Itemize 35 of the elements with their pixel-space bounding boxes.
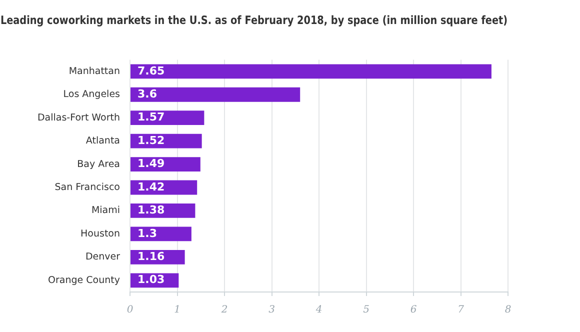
x-tick-label: 4 bbox=[314, 304, 322, 316]
data-label: 1.57 bbox=[138, 110, 165, 124]
y-tick-label: Los Angeles bbox=[63, 89, 120, 100]
y-tick-label: Bay Area bbox=[77, 158, 120, 170]
data-label: 1.16 bbox=[138, 250, 165, 264]
bar bbox=[130, 134, 202, 148]
y-tick-label: Dallas-Fort Worth bbox=[37, 112, 120, 124]
y-tick-label: Houston bbox=[80, 228, 120, 240]
data-label: 1.42 bbox=[138, 180, 165, 194]
data-label: 7.65 bbox=[138, 64, 165, 78]
data-label: 1.52 bbox=[138, 134, 165, 147]
x-tick-label: 5 bbox=[363, 304, 370, 316]
y-tick-label: Miami bbox=[91, 205, 120, 216]
chart-title: Leading coworking markets in the U.S. as of February 2018, by space (in million square feet) bbox=[0, 13, 508, 28]
x-tick-label: 1 bbox=[174, 304, 180, 316]
x-tick-label: 2 bbox=[220, 304, 228, 316]
bar bbox=[130, 157, 200, 172]
y-tick-label: San Francisco bbox=[54, 182, 120, 193]
y-tick-label: Denver bbox=[85, 252, 120, 263]
data-label: 1.49 bbox=[138, 157, 165, 170]
y-tick-label: Atlanta bbox=[86, 136, 120, 147]
bar bbox=[130, 64, 492, 79]
x-tick-label: 3 bbox=[268, 304, 275, 316]
data-label: 1.3 bbox=[138, 226, 157, 240]
x-tick-label: 8 bbox=[504, 304, 512, 316]
data-label: 3.6 bbox=[138, 87, 158, 100]
data-label: 1.03 bbox=[138, 273, 165, 286]
y-tick-label: Manhattan bbox=[68, 66, 120, 77]
bar bbox=[130, 87, 300, 102]
x-tick-label: 7 bbox=[458, 304, 465, 316]
x-tick-label: 0 bbox=[126, 304, 134, 316]
y-tick-label: Orange County bbox=[48, 274, 120, 286]
data-label: 1.38 bbox=[138, 204, 165, 217]
bar bbox=[130, 110, 204, 126]
x-tick-label: 6 bbox=[410, 304, 418, 316]
